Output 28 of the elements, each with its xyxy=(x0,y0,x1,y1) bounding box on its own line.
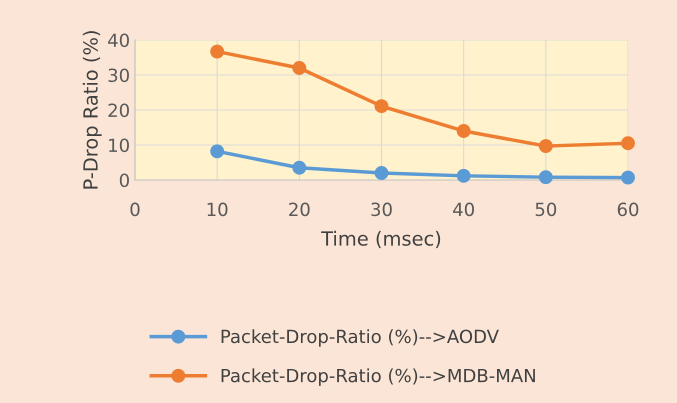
x-tick-label: 20 xyxy=(289,202,310,216)
legend-label: Packet-Drop-Ratio (%)-->MDB-MAN xyxy=(222,368,535,386)
x-axis-title: Time (msec) xyxy=(321,230,440,248)
y-tick-label: 40 xyxy=(108,33,129,48)
legend-label: Packet-Drop-Ratio (%)-->AODV xyxy=(222,329,499,347)
point xyxy=(292,160,306,175)
point xyxy=(374,99,388,114)
x-tick-label: 10 xyxy=(208,202,228,216)
point xyxy=(538,170,553,184)
x-tick-label: 40 xyxy=(453,202,474,216)
point xyxy=(456,124,471,138)
point xyxy=(538,139,553,153)
y-axis-title: P-Drop Ratio (%) xyxy=(82,31,102,189)
point xyxy=(210,44,224,58)
point xyxy=(621,136,635,150)
point xyxy=(374,166,388,180)
x-tick-label: 50 xyxy=(536,202,556,216)
y-tick-label: 0 xyxy=(120,173,129,188)
y-tick-label: 20 xyxy=(108,103,129,118)
x-tick-label: 60 xyxy=(618,202,638,216)
point xyxy=(210,144,224,158)
y-tick-label: 30 xyxy=(108,68,129,82)
y-tick-label: 10 xyxy=(109,138,129,152)
point xyxy=(456,168,471,183)
point xyxy=(292,61,306,75)
point xyxy=(621,170,635,184)
x-tick-label: 30 xyxy=(371,202,392,216)
x-tick-label: 0 xyxy=(130,202,140,216)
